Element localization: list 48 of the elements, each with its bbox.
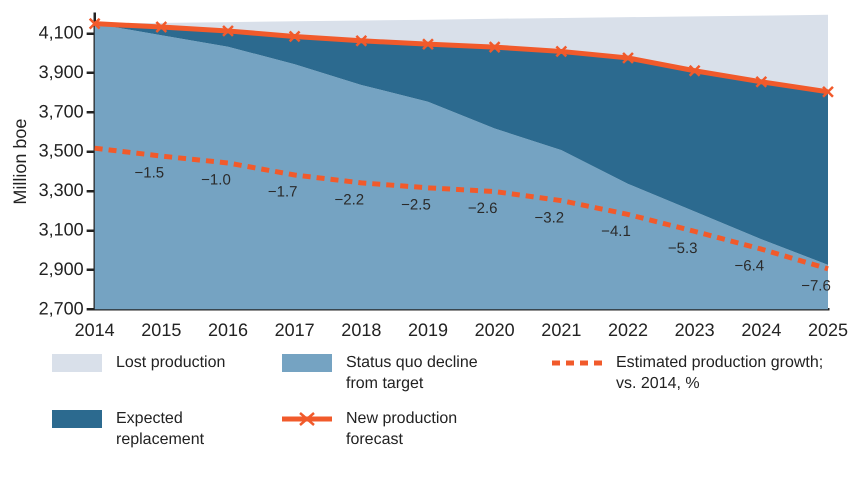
point [688,64,701,77]
x-tick-label: 2015 [141,320,182,340]
legend-label: New production forecast [346,409,458,450]
annotation: −1.0 [201,172,231,189]
y-tick-label: 3,100 [38,220,84,240]
x-tick-label: 2016 [208,320,248,340]
point [355,34,368,47]
x-tick-label: 2014 [74,320,115,340]
point [822,86,834,98]
point [755,76,768,88]
annotation: −2.5 [401,196,431,214]
y-tick-label: 3,500 [38,140,84,161]
point [622,52,634,64]
annotation: −5.3 [668,240,698,257]
point [155,20,168,34]
x-tick-label: 2024 [741,320,782,340]
point [88,17,101,30]
y-tick-label: 2,700 [38,298,84,318]
point [422,38,434,50]
annotation: −1.7 [268,184,298,201]
annotation: −2.6 [468,200,498,218]
annotation: −1.5 [134,164,164,182]
x-tick-label: 2021 [541,320,582,340]
y-tick-label: 3,900 [38,62,84,82]
point [555,45,568,58]
x-tick-label: 2023 [674,320,715,340]
x-tick-label: 2018 [341,320,382,340]
legend-label: Status quo decline from target [346,353,479,394]
annotation: −3.2 [534,209,564,226]
legend-label: Estimated production growth; vs. 2014, % [616,353,824,394]
annotation: −4.1 [601,223,631,240]
x-tick-label: 2019 [408,320,448,340]
x-tick-label: 2022 [608,320,648,340]
annotation: −2.2 [334,192,364,209]
x-tick-label: 2017 [274,320,315,340]
point [488,40,501,54]
legend-label: Expected replacement [116,409,206,450]
point [288,30,301,43]
y-tick-label: 2,900 [38,258,84,279]
y-tick-label: 3,700 [38,101,84,122]
point [222,24,234,38]
legend-label: Lost production [116,353,226,373]
y-tick-label: 3,300 [38,180,84,200]
annotation: −6.4 [734,258,764,275]
y-tick-label: 4,100 [38,22,84,42]
x-tick-label: 2020 [474,320,515,340]
y-axis-title: Million boe [10,118,30,205]
x-tick-label: 2025 [808,320,848,340]
